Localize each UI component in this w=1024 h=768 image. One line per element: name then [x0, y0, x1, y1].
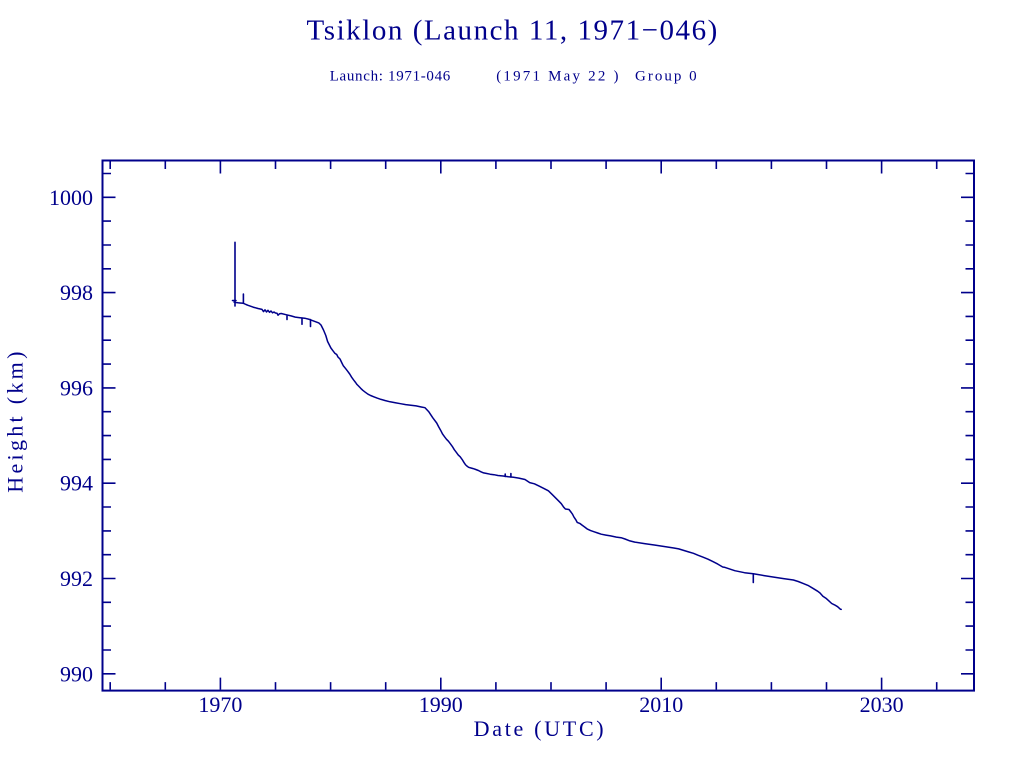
svg-text:Date (UTC): Date (UTC): [474, 716, 607, 741]
svg-text:(1971 May 22 ): (1971 May 22 ): [496, 69, 621, 85]
svg-text:992: 992: [60, 566, 93, 591]
svg-text:998: 998: [60, 280, 93, 305]
svg-text:Group 0: Group 0: [635, 69, 699, 85]
svg-text:1000: 1000: [49, 185, 93, 210]
svg-text:Height (km): Height (km): [3, 348, 28, 492]
svg-text:1970: 1970: [198, 692, 242, 717]
svg-text:996: 996: [60, 375, 93, 400]
svg-text:Tsiklon (Launch 11, 1971−046): Tsiklon (Launch 11, 1971−046): [307, 15, 719, 47]
svg-text:2030: 2030: [860, 692, 904, 717]
svg-text:994: 994: [60, 471, 93, 496]
svg-text:Launch: 1971-046: Launch: 1971-046: [330, 69, 451, 85]
svg-text:990: 990: [60, 661, 93, 686]
svg-text:1990: 1990: [419, 692, 463, 717]
svg-text:2010: 2010: [639, 692, 683, 717]
